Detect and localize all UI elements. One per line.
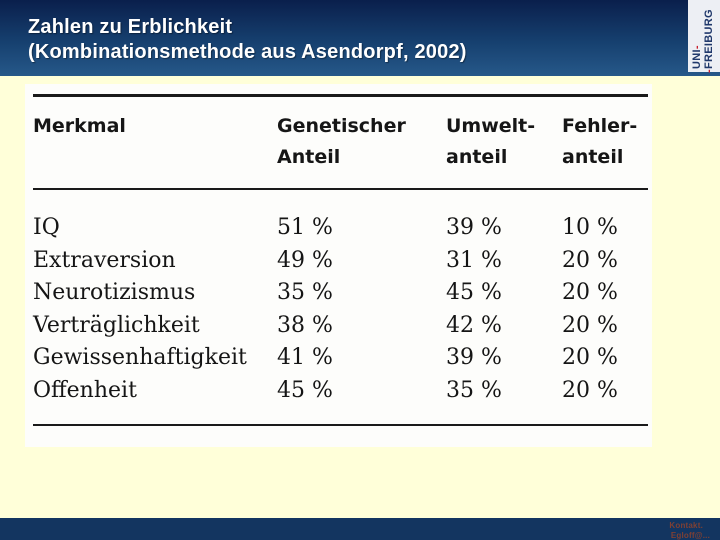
- table-body: IQ 51 % 39 % 10 % Extraversion 49 % 31 %…: [33, 212, 648, 407]
- column-header-genetischer-anteil: Genetischer Anteil: [277, 111, 446, 173]
- cell-merkmal: Offenheit: [33, 377, 137, 403]
- cell-fehleranteil: 10 %: [562, 215, 618, 240]
- column-header-umweltanteil: Umwelt- anteil: [446, 111, 562, 173]
- header-umwelt-line2: anteil: [446, 146, 508, 168]
- footer-kontakt-label: Kontakt.: [669, 521, 703, 530]
- logo-line-uni: UNI-: [691, 3, 703, 69]
- logo-line-freiburg: -FREIBURG: [703, 3, 715, 73]
- uni-freiburg-logo-wordmark: UNI- -FREIBURG: [691, 3, 719, 73]
- table-rule-bottom: [33, 424, 648, 426]
- cell-merkmal: Neurotizismus: [33, 280, 196, 305]
- logo-text-uni: UNI: [691, 49, 703, 69]
- cell-merkmal: IQ: [33, 215, 60, 240]
- cell-genetischer-anteil: 38 %: [277, 312, 333, 338]
- table-row: Gewissenhaftigkeit 41 % 39 % 20 %: [33, 342, 648, 375]
- column-header-merkmal: Merkmal: [33, 111, 277, 173]
- slide-footer-bar: Kontakt. Egloff@...: [0, 518, 720, 540]
- cell-umweltanteil: 31 %: [446, 247, 502, 273]
- cell-merkmal: Extraversion: [33, 247, 176, 273]
- table-row: Offenheit 45 % 35 % 20 %: [33, 375, 648, 408]
- header-umwelt-line1: Umwelt-: [446, 115, 536, 137]
- cell-fehleranteil: 20 %: [562, 280, 618, 305]
- cell-genetischer-anteil: 41 %: [277, 345, 333, 370]
- logo-text-freiburg: FREIBURG: [703, 9, 715, 70]
- slide-title: Zahlen zu Erblichkeit (Kombinationsmetho…: [28, 15, 467, 65]
- cell-genetischer-anteil: 49 %: [277, 247, 333, 273]
- slide-header-bar: Zahlen zu Erblichkeit (Kombinationsmetho…: [0, 0, 720, 76]
- table-row: IQ 51 % 39 % 10 %: [33, 212, 648, 245]
- header-genetisch-line1: Genetischer: [277, 115, 406, 137]
- cell-fehleranteil: 20 %: [562, 345, 618, 370]
- cell-genetischer-anteil: 35 %: [277, 280, 333, 305]
- cell-fehleranteil: 20 %: [562, 377, 618, 403]
- cell-fehleranteil: 20 %: [562, 247, 618, 273]
- cell-genetischer-anteil: 51 %: [277, 215, 333, 240]
- slide-title-line-2: (Kombinationsmethode aus Asendorpf, 2002…: [28, 41, 467, 63]
- logo-red-dash-after-uni: -: [691, 45, 703, 50]
- cell-umweltanteil: 39 %: [446, 215, 502, 240]
- header-merkmal-line1: Merkmal: [33, 115, 126, 137]
- footer-contact-line-clipped: Egloff@...: [670, 531, 710, 540]
- header-fehler-line2: anteil: [562, 146, 624, 168]
- table-rule-top: [33, 94, 648, 97]
- cell-merkmal: Gewissenhaftigkeit: [33, 345, 247, 370]
- header-genetisch-line2: Anteil: [277, 146, 341, 168]
- header-fehler-line1: Fehler-: [562, 115, 638, 137]
- cell-umweltanteil: 39 %: [446, 345, 502, 370]
- cell-umweltanteil: 45 %: [446, 280, 502, 305]
- heritability-table-scan: Merkmal Genetischer Anteil Umwelt- antei…: [25, 84, 652, 447]
- cell-fehleranteil: 20 %: [562, 312, 618, 338]
- table-row: Neurotizismus 35 % 45 % 20 %: [33, 277, 648, 310]
- table-rule-below-header: [33, 188, 648, 190]
- cell-genetischer-anteil: 45 %: [277, 377, 333, 403]
- table-row: Verträglichkeit 38 % 42 % 20 %: [33, 310, 648, 343]
- table-header-row: Merkmal Genetischer Anteil Umwelt- antei…: [33, 111, 648, 173]
- cell-merkmal: Verträglichkeit: [33, 312, 200, 338]
- column-header-fehleranteil: Fehler- anteil: [562, 111, 648, 173]
- cell-umweltanteil: 35 %: [446, 377, 502, 403]
- cell-umweltanteil: 42 %: [446, 312, 502, 338]
- slide-title-line-1: Zahlen zu Erblichkeit: [28, 16, 233, 38]
- logo-red-dash-before-freiburg: -: [703, 69, 715, 73]
- uni-freiburg-logo: UNI- -FREIBURG: [688, 0, 720, 73]
- table-row: Extraversion 49 % 31 % 20 %: [33, 245, 648, 278]
